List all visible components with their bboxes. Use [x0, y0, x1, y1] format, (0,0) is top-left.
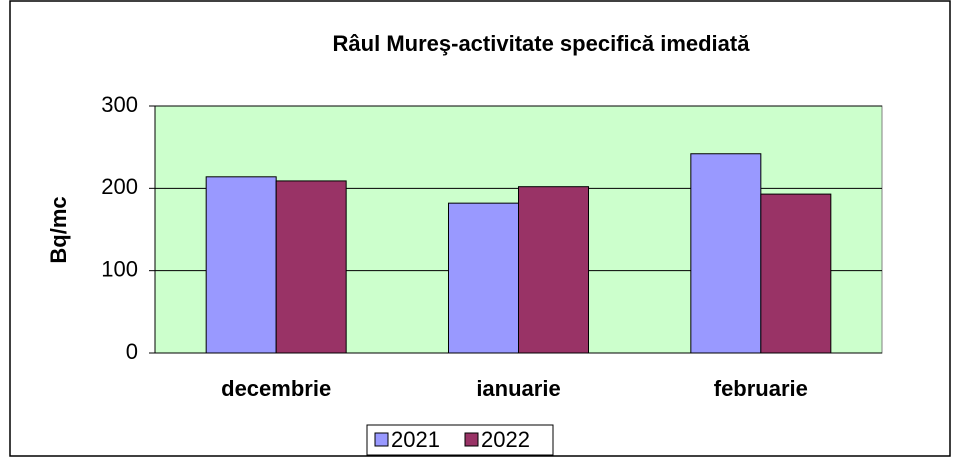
bar: [275, 180, 347, 354]
x-tick-label: ianuarie: [476, 376, 560, 401]
bar: [448, 202, 519, 354]
chart-title: Râul Mureş-activitate specifică imediată: [333, 31, 751, 56]
bar: [690, 153, 762, 354]
legend-swatch: [464, 432, 479, 447]
y-tick-label: 200: [101, 174, 138, 199]
y-axis-label: Bq/mc: [46, 196, 71, 263]
legend-box: [366, 424, 554, 456]
bar: [760, 193, 832, 354]
bar: [518, 186, 589, 354]
legend-label: 2021: [391, 427, 440, 452]
bar: [205, 176, 277, 354]
legend-swatch: [374, 432, 389, 447]
x-tick-label: februarie: [714, 376, 808, 401]
x-tick-label: decembrie: [221, 376, 331, 401]
y-tick-label: 0: [126, 339, 138, 364]
y-tick-label: 100: [101, 256, 138, 281]
legend-label: 2022: [481, 427, 530, 452]
y-tick-label: 300: [101, 92, 138, 117]
